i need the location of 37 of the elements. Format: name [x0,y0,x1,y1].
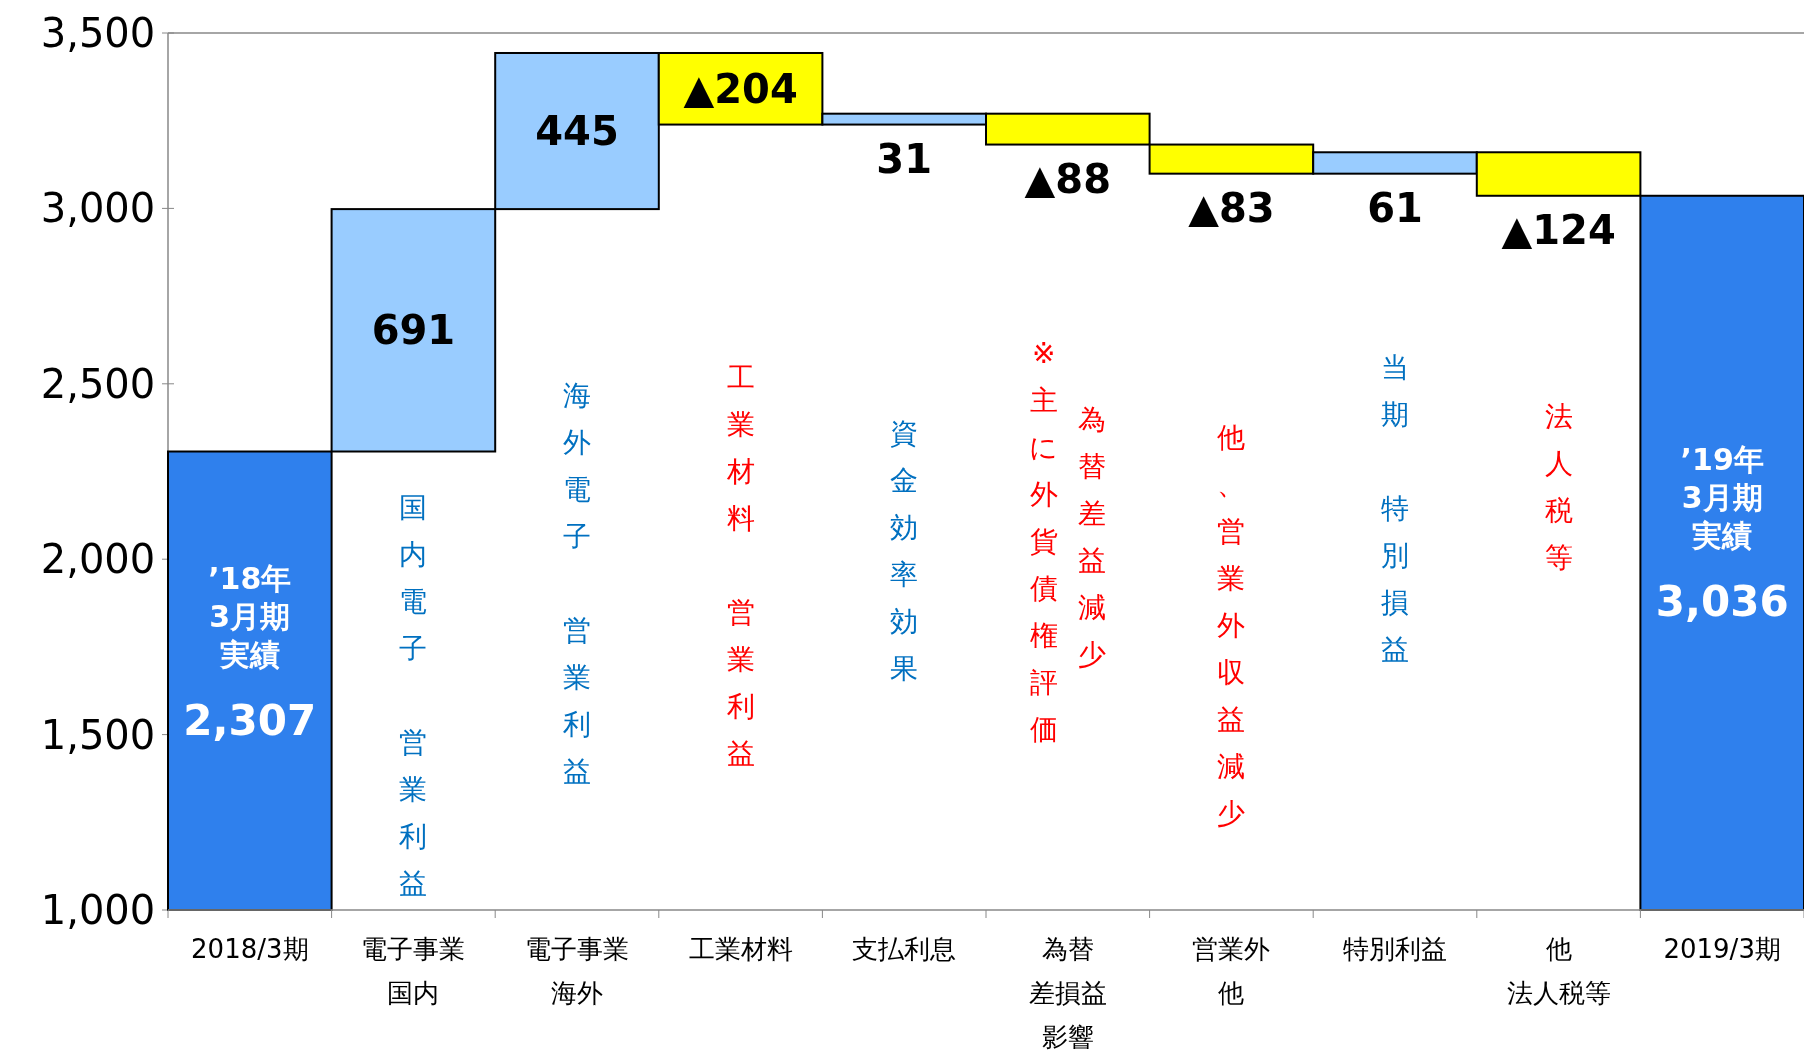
data-label: ▲83 [1188,184,1275,231]
x-tick-label: 電子事業海外 [525,934,629,1008]
data-label: 691 [371,307,456,354]
x-tick-label: 営業外他 [1192,934,1271,1008]
x-tick-label: 支払利息 [852,934,957,964]
annotation: ’19年3月期実績 [1680,441,1764,553]
y-tick-label: 2,500 [40,360,156,407]
text: 国内電子営業利益 [399,491,428,901]
data-label: ▲124 [1501,206,1616,253]
data-label: 3,036 [1655,576,1789,626]
annotation: 為替差益減少 [1077,403,1106,672]
annotation: 法人税等 [1544,399,1573,574]
x-tick-label: 電子事業国内 [361,934,466,1008]
x-tick-label: 特別利益 [1343,934,1447,964]
x-tick-label: 2018/3期 [191,934,309,964]
data-label: ▲88 [1024,155,1112,202]
x-tick-label: 2019/3期 [1663,934,1781,964]
text: 当期特別損益 [1381,350,1409,666]
annotation: ’18年3月期実績 [208,561,292,673]
data-label: 445 [535,108,619,155]
y-tick-label: 1,000 [40,887,156,933]
x-tick-label: 為替差損益影響 [1028,934,1107,1052]
text: ※主に外貨債権評価 [1029,336,1059,746]
text: 他、営業外収益減少 [1217,420,1246,830]
data-label: ▲204 [683,65,798,112]
y-tick-label: 3,000 [40,185,156,232]
text: 海外電子営業利益 [563,378,591,788]
data-label: 61 [1367,184,1423,231]
y-tick-label: 2,000 [40,536,156,583]
annotation: 資金効率効果 [890,417,919,686]
x-tick-label: 工業材料 [688,934,793,964]
data-label: 31 [876,135,933,182]
text: 工業材料営業利益 [726,361,755,771]
x-tick-label: 他法人税等 [1506,934,1611,1008]
y-tick-label: 3,500 [40,10,156,56]
y-tick-label: 1,500 [40,711,156,758]
data-label: 2,307 [183,696,317,746]
